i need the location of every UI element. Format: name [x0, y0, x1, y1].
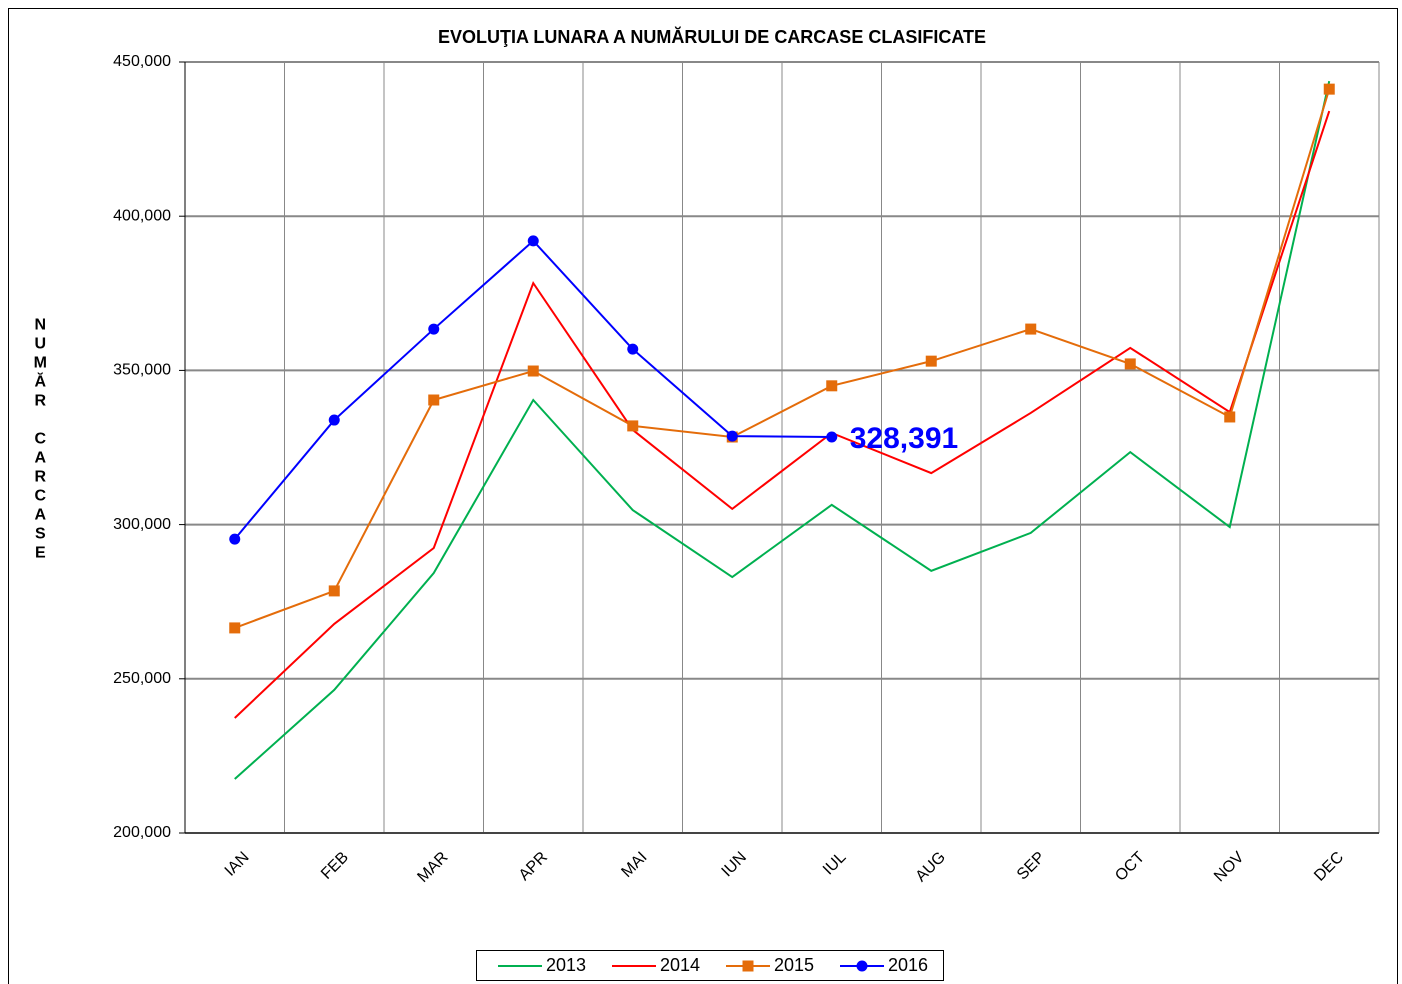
data-point — [925, 355, 937, 367]
data-point — [826, 431, 838, 443]
legend-label: 2015 — [774, 955, 814, 975]
data-label: 328,391 — [850, 422, 958, 455]
data-point — [229, 533, 241, 545]
data-point — [428, 394, 440, 406]
series-line — [234, 110, 1331, 719]
data-point — [1224, 411, 1236, 423]
data-point — [328, 414, 340, 426]
data-point — [726, 430, 738, 442]
data-point — [627, 420, 639, 432]
y-tick-label: 350,000 — [113, 362, 171, 379]
data-point — [627, 343, 639, 355]
y-tick-label: 200,000 — [113, 824, 171, 841]
data-point — [826, 380, 838, 392]
data-point — [527, 235, 539, 247]
series-line — [234, 80, 1331, 780]
data-point — [428, 323, 440, 335]
series-line — [234, 88, 1331, 629]
data-point — [229, 622, 241, 634]
legend-label: 2016 — [888, 955, 928, 975]
y-axis-label: NUMĂR CARCASE — [32, 317, 49, 564]
data-point — [1124, 358, 1136, 370]
y-tick-label: 300,000 — [113, 516, 171, 533]
chart-title: EVOLUŢIA LUNARA A NUMĂRULUI DE CARCASE C… — [438, 26, 986, 47]
legend-label: 2014 — [660, 955, 700, 975]
data-point — [1323, 83, 1335, 95]
data-point — [527, 365, 539, 377]
y-tick-label: 400,000 — [113, 207, 171, 224]
legend-marker — [856, 960, 868, 972]
data-point — [328, 585, 340, 597]
chart-frame — [8, 8, 1398, 984]
data-point — [1025, 323, 1037, 335]
y-tick-label: 450,000 — [113, 53, 171, 70]
y-tick-label: 250,000 — [113, 670, 171, 687]
legend-label: 2013 — [546, 955, 586, 975]
legend-marker — [742, 960, 754, 972]
